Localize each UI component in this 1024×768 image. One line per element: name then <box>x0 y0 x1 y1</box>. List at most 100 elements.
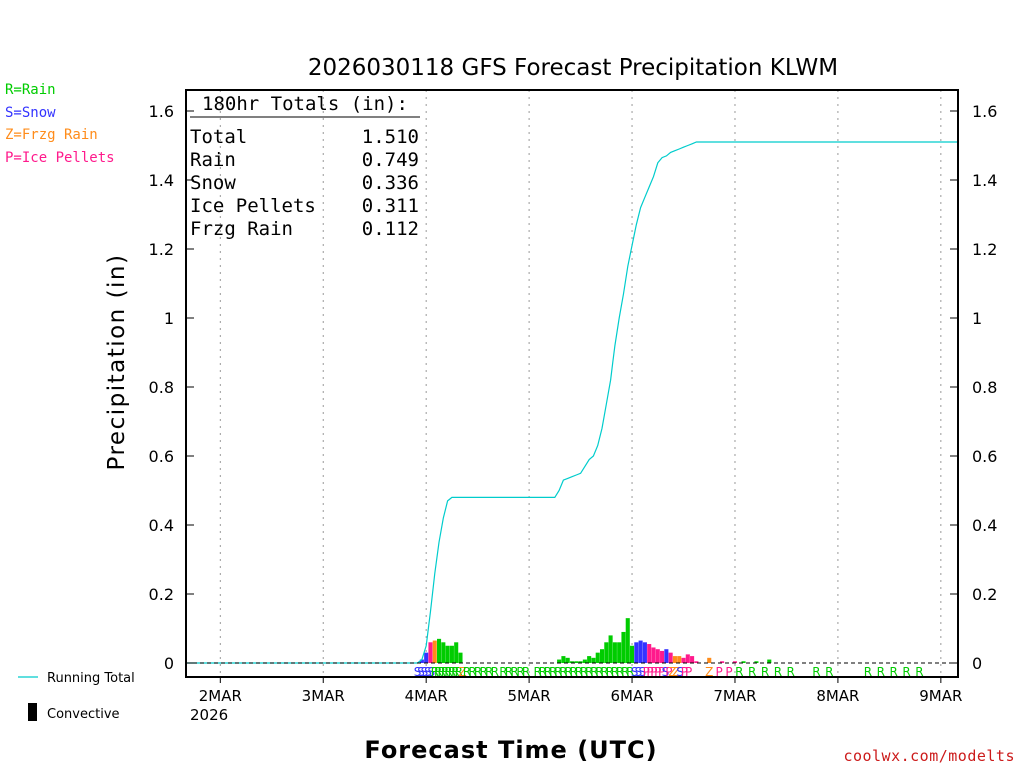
precip-type-marker: P <box>665 665 672 679</box>
totals-value-snow: 0.336 <box>362 172 419 194</box>
precip-type-marker: S <box>639 665 647 679</box>
precip-type-marker: S <box>662 665 670 679</box>
precip-type-marker: R <box>451 665 459 679</box>
y-tick-label-right: 1.4 <box>972 171 997 190</box>
precip-bar <box>441 642 446 663</box>
y-tick-label-left: 0.8 <box>149 378 174 397</box>
totals-label-total: Total <box>190 126 247 148</box>
precip-type-marker: R <box>825 665 833 679</box>
totals-value-rain: 0.749 <box>362 149 419 171</box>
precip-type-marker: R <box>437 665 445 679</box>
precip-type-marker: R <box>626 665 634 679</box>
precip-bar <box>458 652 463 663</box>
precip-type-marker: Z <box>668 665 676 679</box>
precip-type-marker: P <box>643 665 650 679</box>
precip-type-marker: R <box>915 665 923 679</box>
precip-type-marker: R <box>544 665 552 679</box>
precip-type-marker: R <box>621 665 629 679</box>
precip-type-marker: S <box>421 665 429 679</box>
convective-legend-label: Convective <box>47 707 120 722</box>
convective-legend-swatch <box>28 703 37 721</box>
precip-bar <box>437 638 442 663</box>
precip-type-marker: R <box>522 665 530 679</box>
precip-type-marker: R <box>877 665 885 679</box>
precip-bar <box>741 661 746 663</box>
y-tick-label-left: 1.4 <box>149 171 174 190</box>
precip-bar <box>574 661 579 663</box>
precip-type-marker: R <box>434 665 442 679</box>
precip-type-marker: R <box>479 665 487 679</box>
precip-bar <box>565 657 570 663</box>
precip-bar <box>767 659 772 663</box>
precip-bar <box>621 631 626 663</box>
legend-rain: R=Rain <box>5 82 56 98</box>
precip-bar <box>720 661 725 663</box>
running-total-line <box>186 141 958 664</box>
x-axis-title: Forecast Time (UTC) <box>364 736 657 764</box>
precip-bar <box>685 654 690 663</box>
precip-bar <box>445 645 450 663</box>
precip-type-marker: R <box>595 665 603 679</box>
totals-box: 180hr Totals (in): Total 1.510 Rain 0.74… <box>190 93 420 240</box>
precip-type-marker: S <box>635 665 643 679</box>
precip-type-marker: R <box>774 665 782 679</box>
y-tick-label-right: 0.6 <box>972 447 997 466</box>
precip-type-marker: P <box>650 665 657 679</box>
precip-type-marker: R <box>474 665 482 679</box>
precip-bar <box>599 649 605 663</box>
precip-bar <box>668 652 673 663</box>
precip-type-marker: R <box>505 665 513 679</box>
totals-label-snow: Snow <box>190 172 236 194</box>
precip-type-marker: S <box>417 665 425 679</box>
precip-type-marker: P <box>685 665 692 679</box>
y-axis-title: Precipitation (in) <box>104 254 130 471</box>
precip-type-marker: R <box>491 665 499 679</box>
precip-bar <box>625 618 630 663</box>
y-tick-label-left: 1 <box>164 309 174 328</box>
precip-type-marker: R <box>441 665 449 679</box>
totals-header: 180hr Totals (in): <box>202 93 408 115</box>
precip-type-marker: P <box>715 665 722 679</box>
legend-snow: S=Snow <box>5 105 56 121</box>
plot-frame <box>185 89 959 678</box>
precip-bar <box>608 635 613 663</box>
y-tick-label-left: 0.2 <box>149 585 174 604</box>
x-tick-label: 3MAR <box>302 687 345 705</box>
precip-type-marker: R <box>549 665 557 679</box>
precip-bar <box>672 656 677 663</box>
credit-text: coolwx.com/modelts <box>843 747 1015 765</box>
precip-type-marker: R <box>590 665 598 679</box>
precip-type-marker: R <box>575 665 583 679</box>
precip-bar <box>424 652 429 663</box>
precip-type-marker: R <box>735 665 743 679</box>
y-tick-label-left: 0.6 <box>149 447 174 466</box>
precip-bar <box>595 652 600 663</box>
precip-type-marker: R <box>539 665 547 679</box>
precip-type-marker: R <box>864 665 872 679</box>
x-tick-label: 7MAR <box>713 687 756 705</box>
y-tick-label-right: 0 <box>972 654 982 673</box>
precip-bar <box>432 640 437 663</box>
precip-bar <box>651 647 656 663</box>
precip-type-marker: R <box>606 665 614 679</box>
precip-bar <box>690 656 695 663</box>
precip-type-marker: P <box>725 665 732 679</box>
y-tick-label-right: 0.8 <box>972 378 997 397</box>
precip-bar <box>655 649 660 663</box>
precip-bar <box>587 656 592 663</box>
precip-type-marker: P <box>681 665 688 679</box>
precip-type-marker: R <box>564 665 572 679</box>
precip-type-marker: R <box>516 665 524 679</box>
x-year-label: 2026 <box>190 706 228 724</box>
precip-type-marker: P <box>654 665 661 679</box>
precip-bar <box>557 659 562 663</box>
precip-bar <box>612 642 617 663</box>
precip-bar <box>419 659 424 663</box>
y-tick-label-left: 1.6 <box>149 102 174 121</box>
y-tick-label-left: 1.2 <box>149 240 174 259</box>
precip-type-marker: S <box>428 665 436 679</box>
precip-bar <box>449 645 454 663</box>
x-tick-label: 5MAR <box>508 687 551 705</box>
precip-type-marker: Z <box>459 665 467 679</box>
precip-bar <box>660 650 665 663</box>
